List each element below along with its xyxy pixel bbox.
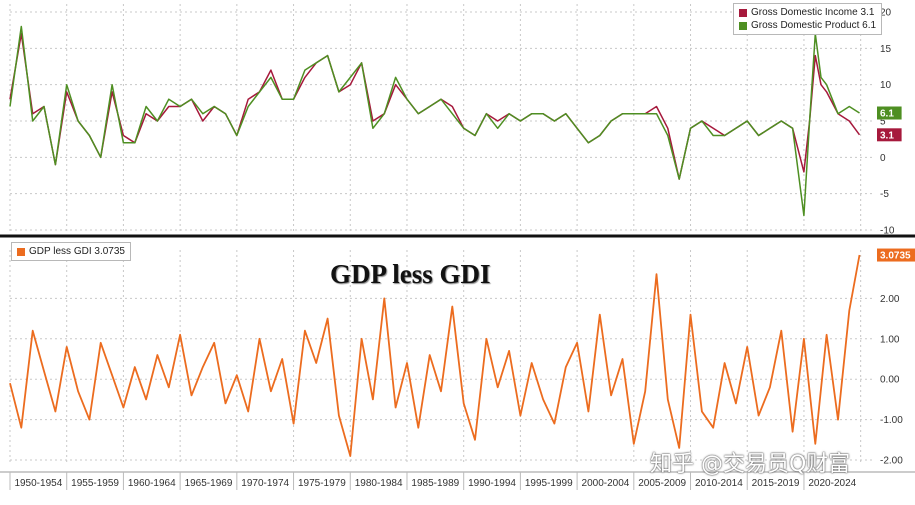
y-tick-label: 20	[880, 8, 892, 19]
legend-swatch-gdi	[739, 8, 747, 17]
series-line-1-0	[9, 254, 861, 457]
x-tick-label: 1965-1969	[185, 478, 233, 489]
legend-entry-gdi: Gross Domestic Income 3.1	[739, 6, 876, 19]
x-tick-label: 1970-1974	[241, 478, 289, 489]
x-tick-label: 1960-1964	[128, 478, 176, 489]
x-tick-label: 2020-2024	[808, 478, 856, 489]
last-value-tag	[877, 128, 902, 142]
last-value-label: 3.1	[880, 130, 894, 141]
watermark: 知乎 @交易员Q财富	[650, 452, 851, 477]
x-tick-label: 1950-1954	[14, 478, 62, 489]
legend-swatch-gdp	[739, 21, 747, 30]
y-tick-label: -10	[880, 226, 895, 237]
legend-entry-gdp-less-gdi: GDP less GDI 3.0735	[17, 245, 125, 258]
x-tick-label: 1975-1979	[298, 478, 346, 489]
last-value-label: 3.0735	[880, 251, 911, 262]
x-tick-label: 1985-1989	[411, 478, 459, 489]
chart-title: GDP less GDI	[330, 259, 491, 289]
x-tick-label: 2010-2014	[695, 478, 743, 489]
y-tick-label: 0	[880, 153, 886, 164]
legend-label-gdp: Gross Domestic Product 6.1	[751, 20, 877, 31]
y-tick-label: 5	[880, 117, 886, 128]
x-tick-label: 1980-1984	[355, 478, 403, 489]
y-tick-label: -5	[880, 189, 889, 200]
x-tick-label: 1995-1999	[525, 478, 573, 489]
y-tick-label: 2.00	[880, 294, 900, 305]
y-tick-label: 1.00	[880, 334, 900, 345]
x-tick-label: 2005-2009	[638, 478, 686, 489]
series-line-0-1	[9, 25, 860, 217]
top-legend: Gross Domestic Income 3.1 Gross Domestic…	[733, 3, 883, 35]
last-value-tag	[877, 248, 915, 262]
series-line-0-0	[9, 33, 861, 180]
last-value-tag	[877, 106, 902, 120]
legend-entry-gdp: Gross Domestic Product 6.1	[739, 19, 876, 32]
x-tick-label: 2000-2004	[582, 478, 630, 489]
x-tick-label: 1955-1959	[71, 478, 119, 489]
legend-swatch-gdp-less-gdi	[17, 247, 25, 256]
x-tick-label: 1990-1994	[468, 478, 516, 489]
x-tick-label: 2015-2019	[752, 478, 800, 489]
bottom-legend: GDP less GDI 3.0735	[11, 242, 131, 261]
legend-label-gdi: Gross Domestic Income 3.1	[751, 7, 875, 18]
y-tick-label: -1.00	[880, 415, 903, 426]
legend-label-gdp-less-gdi: GDP less GDI 3.0735	[29, 246, 125, 257]
last-value-label: 6.1	[880, 109, 894, 120]
y-tick-label: 10	[880, 80, 892, 91]
y-tick-label: -2.00	[880, 456, 903, 467]
y-tick-label: 15	[880, 44, 892, 55]
y-tick-label: 0.00	[880, 375, 900, 386]
